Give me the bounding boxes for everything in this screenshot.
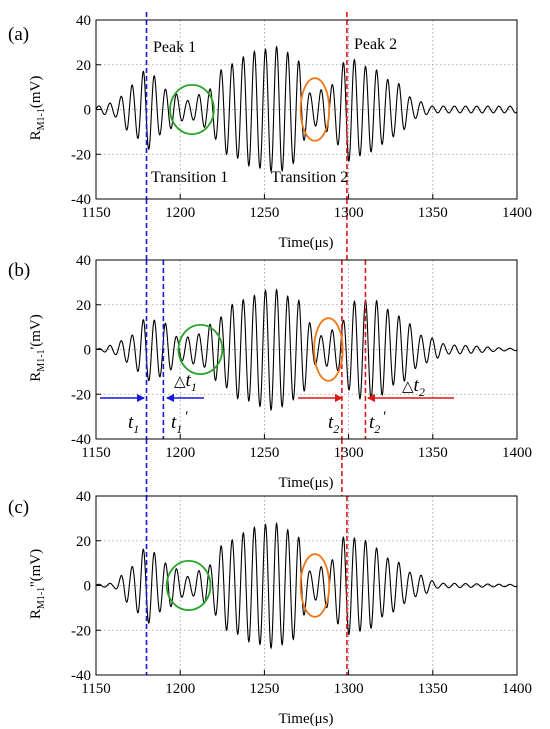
panel-b-frame <box>95 259 518 440</box>
y-tick-label: 20 <box>76 58 91 74</box>
x-tick-label: 1200 <box>165 681 195 697</box>
x-tick-label: 1150 <box>81 445 110 461</box>
panel-c-xlabel: Time(μs) <box>279 711 334 727</box>
panel-c-frame <box>95 495 518 676</box>
y-tick-label: 40 <box>76 253 91 269</box>
panel-c-ticks: 1150 1200 1250 1300 1350 1400 -40 -20 0 20 40 <box>71 489 532 697</box>
x-tick-label: 1350 <box>418 205 448 221</box>
y-tick-label: 40 <box>76 489 91 505</box>
t1-prime-label: t1' <box>171 409 188 436</box>
x-tick-label: 1250 <box>249 445 279 461</box>
y-tick-label: 0 <box>84 343 92 359</box>
transition-ellipse <box>169 83 215 136</box>
peak-1-label: Peak 1 <box>153 39 196 56</box>
waveform-series <box>95 45 518 173</box>
x-tick-label: 1300 <box>334 681 364 697</box>
x-tick-label: 1150 <box>81 681 110 697</box>
panel-a-ylabel: RM1-1(mV) <box>28 76 47 141</box>
delta-t2-label: △t2 <box>402 375 425 399</box>
transition-ellipse <box>299 553 331 618</box>
panel-a-series <box>95 45 518 173</box>
panel-b-ylabel: RM1-1'(mV) <box>28 314 47 381</box>
y-tick-label: 20 <box>76 534 91 550</box>
y-tick-label: -40 <box>71 432 91 448</box>
delta-t1-label: △t1 <box>174 370 197 394</box>
y-tick-label: 20 <box>76 298 91 314</box>
y-tick-label: 0 <box>84 579 92 595</box>
panel-c-label: (c) <box>8 497 29 518</box>
x-tick-label: 1350 <box>418 445 448 461</box>
panel-b-grid <box>96 260 517 439</box>
x-tick-label: 1400 <box>502 205 532 221</box>
transition-ellipse <box>165 559 212 612</box>
panel-a-xlabel: Time(μs) <box>279 235 334 251</box>
panel-a-overlays <box>145 12 348 260</box>
x-tick-label: 1300 <box>334 445 364 461</box>
x-tick-label: 1350 <box>418 681 448 697</box>
x-tick-label: 1200 <box>165 205 195 221</box>
transition-ellipse <box>299 77 331 142</box>
panel-c-grid <box>96 496 517 675</box>
x-tick-label: 1250 <box>249 205 279 221</box>
panel-b-label: (b) <box>8 260 30 281</box>
x-tick-label: 1150 <box>81 205 110 221</box>
panel-b-overlays <box>145 260 367 496</box>
t2-prime-label: t2' <box>369 409 386 436</box>
y-tick-label: 40 <box>76 13 91 29</box>
x-tick-label: 1250 <box>249 681 279 697</box>
y-tick-label: -20 <box>71 623 91 639</box>
panel-b-xlabel: Time(μs) <box>279 475 334 491</box>
peak-2-label: Peak 2 <box>354 36 397 53</box>
transition-ellipse <box>313 317 344 382</box>
y-tick-label: -40 <box>71 668 91 684</box>
panel-a-grid <box>96 20 517 199</box>
panel-a-ticks: 1150 1200 1250 1300 1350 1400 -40 -20 0 20 40 <box>71 13 532 221</box>
y-tick-label: -40 <box>71 192 91 208</box>
y-tick-label: -20 <box>71 387 91 403</box>
x-tick-label: 1400 <box>502 445 532 461</box>
transition-2-label: Transition 2 <box>271 169 348 186</box>
x-tick-label: 1300 <box>334 205 364 221</box>
panel-b-series <box>95 288 518 412</box>
transition-ellipse <box>177 323 224 376</box>
x-tick-label: 1200 <box>165 445 195 461</box>
x-tick-label: 1400 <box>502 681 532 697</box>
y-tick-label: -20 <box>71 147 91 163</box>
waveform-series <box>95 288 518 412</box>
panel-c-ylabel: RM1-1''(mV) <box>28 549 47 619</box>
y-tick-label: 0 <box>84 103 92 119</box>
transition-1-label: Transition 1 <box>151 169 228 186</box>
panel-a-label: (a) <box>8 24 29 45</box>
panel-b-ticks: 1150 1200 1250 1300 1350 1400 -40 -20 0 20 40 <box>71 253 532 461</box>
t2-label: t2 <box>328 412 339 436</box>
panel-c-series <box>95 522 518 650</box>
t1-label: t1 <box>128 412 139 436</box>
panel-c-overlays <box>145 496 348 675</box>
waveform-series <box>95 522 518 650</box>
